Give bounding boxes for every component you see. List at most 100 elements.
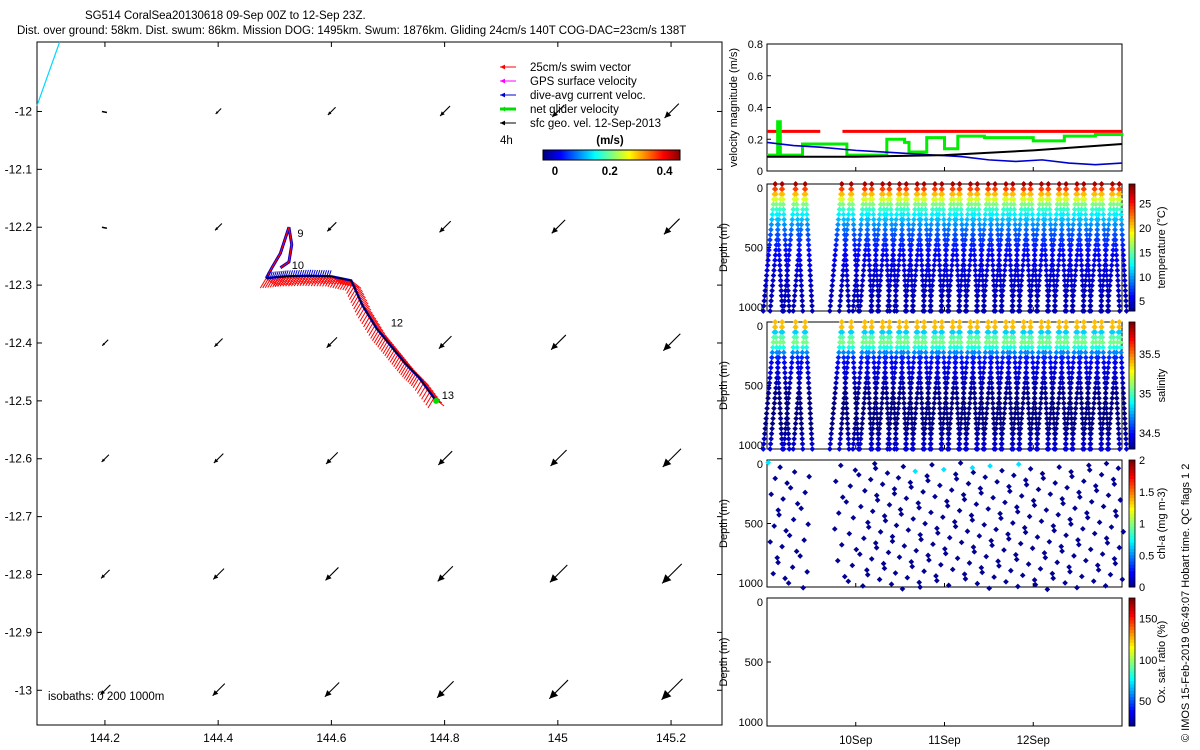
profile-point — [943, 252, 949, 258]
profile-point — [1086, 242, 1092, 248]
profile-point — [932, 390, 938, 396]
profile-point — [885, 303, 891, 309]
profile-point — [923, 364, 930, 371]
profile-point — [887, 191, 893, 197]
profile-point — [1056, 329, 1063, 335]
profile-point — [1024, 216, 1031, 223]
profile-point — [938, 561, 944, 568]
profile-point — [982, 344, 989, 351]
swim-vector — [373, 332, 381, 344]
profile-point — [839, 494, 846, 501]
profile-point — [1044, 277, 1050, 284]
profile-point — [999, 287, 1006, 294]
profile-point — [1107, 206, 1113, 213]
profile-point — [1060, 262, 1067, 269]
profile-point — [987, 375, 993, 381]
profile-point — [806, 385, 812, 391]
profile-point — [910, 359, 917, 366]
profile-point — [1068, 468, 1074, 475]
profile-point — [1068, 410, 1075, 417]
colorbar-cell — [1129, 231, 1135, 236]
profile-point — [943, 247, 950, 253]
profile-point — [1062, 446, 1068, 452]
profile-point — [893, 522, 900, 529]
colorbar-cell — [555, 150, 557, 160]
profile-point — [883, 390, 890, 396]
profile-point — [892, 441, 898, 447]
profile-point — [1087, 546, 1094, 553]
profile-point — [775, 507, 782, 513]
profile-point — [975, 287, 982, 294]
geo-vel-arrow — [101, 110, 108, 114]
profile-point — [1037, 262, 1044, 269]
profile-point — [968, 339, 975, 346]
profile-point — [1018, 211, 1024, 218]
profile-point — [959, 262, 966, 269]
profile-point — [889, 364, 895, 371]
profile-point — [1035, 349, 1042, 356]
profile-point — [881, 206, 887, 213]
profile-point — [1096, 201, 1103, 208]
profile-point — [802, 324, 809, 330]
profile-point — [919, 277, 926, 284]
profile-point — [989, 247, 995, 253]
profile-point — [837, 339, 843, 346]
colorbar-cell — [1129, 260, 1135, 264]
profile-point — [1015, 446, 1022, 452]
profile-point — [860, 410, 866, 417]
colorbar-cell — [578, 150, 580, 160]
profile-point — [776, 247, 782, 253]
profile-point — [998, 515, 1004, 522]
profile-point — [944, 415, 951, 422]
profile-point — [840, 349, 847, 356]
profile-point — [877, 206, 884, 213]
profile-point — [981, 359, 988, 366]
profile-point — [881, 369, 888, 376]
profile-point — [918, 395, 925, 402]
profile-point — [945, 231, 951, 238]
profile-point — [1046, 538, 1053, 545]
profile-point — [1105, 226, 1111, 233]
profile-point — [890, 242, 897, 248]
profile-point — [918, 344, 925, 351]
profile-point — [1086, 237, 1093, 243]
profile-point — [867, 410, 873, 417]
colorbar-cell — [1129, 580, 1135, 585]
profile-point — [932, 196, 939, 203]
profile-point — [1063, 298, 1069, 304]
profile-point — [1054, 339, 1061, 346]
profile-point — [1028, 196, 1035, 203]
profile-point — [985, 390, 992, 396]
profile-point — [948, 272, 954, 279]
profile-point — [1117, 206, 1124, 213]
profile-point — [1099, 430, 1105, 437]
profile-point — [948, 405, 955, 412]
profile-point — [1104, 231, 1111, 238]
profile-point — [1070, 298, 1076, 304]
colorbar-cell — [660, 150, 662, 160]
profile-point — [1014, 508, 1021, 515]
profile-point — [887, 334, 894, 341]
profile-point — [946, 534, 953, 541]
profile-point — [1030, 497, 1037, 504]
profile-point — [865, 519, 871, 526]
profile-point — [1053, 420, 1060, 427]
profile-point — [950, 191, 957, 197]
profile-point — [1012, 405, 1019, 412]
profile-point — [1121, 277, 1128, 284]
profile-point — [936, 344, 943, 351]
profile-point — [911, 349, 918, 356]
profile-point — [876, 216, 883, 223]
profile-point — [874, 415, 881, 422]
panel-ylabel: Depth (m) — [718, 638, 730, 687]
profile-point — [1061, 405, 1067, 412]
profile-point — [1029, 211, 1036, 218]
profile-point — [1103, 272, 1110, 279]
colorbar-cell — [661, 150, 663, 160]
profile-point — [764, 405, 770, 412]
profile-point — [1043, 201, 1050, 208]
profile-point — [856, 380, 862, 386]
profile-point — [776, 344, 783, 351]
profile-point — [1100, 216, 1107, 223]
colorbar-cell — [1129, 344, 1135, 348]
